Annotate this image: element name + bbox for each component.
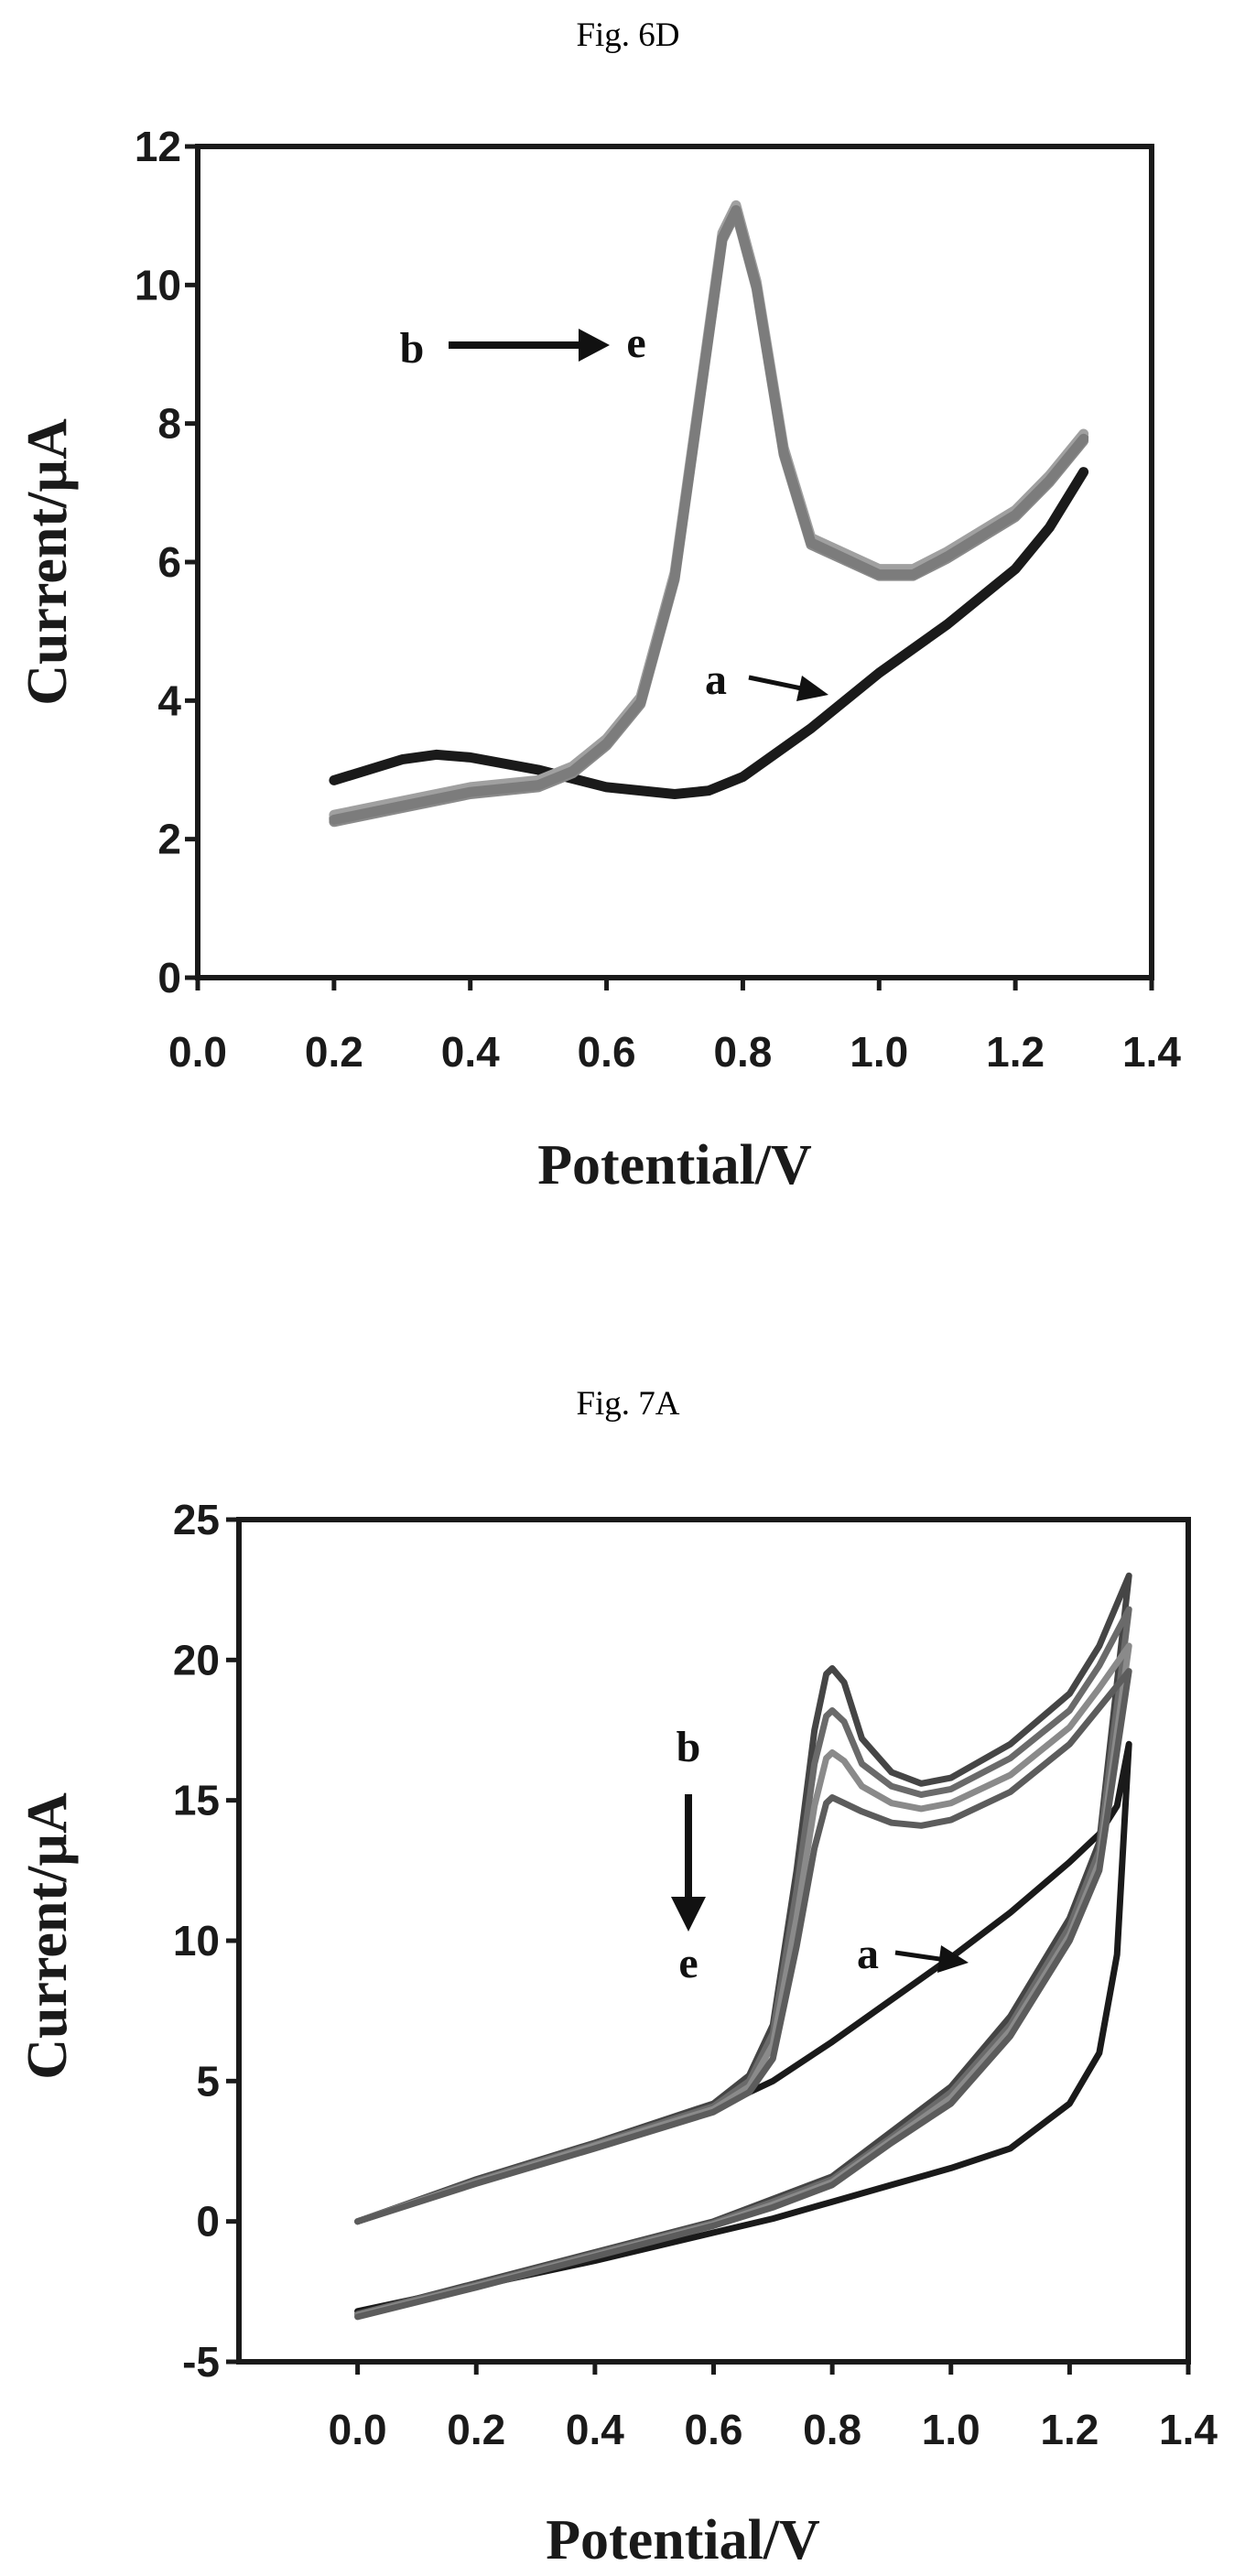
y-tick-label: 4 [157,676,181,724]
series-line-a [329,467,1089,799]
annotation-label-a: a [857,1930,879,1978]
y-tick-label: 0 [157,954,181,1001]
arrowhead [796,676,828,701]
figure-caption: Fig. 7A [576,1385,679,1423]
x-axis-ticks: 0.0 0.2 0.4 0.6 0.8 1.0 1.2 1.4 [329,2362,1218,2453]
x-tick-label: 1.4 [1122,1028,1181,1076]
series-line-e [354,1668,1132,2321]
y-tick-label: 20 [173,1636,220,1683]
figure-caption: Fig. 6D [576,16,679,54]
x-tick-label: 0.6 [578,1028,636,1076]
x-tick-label: 0.4 [441,1028,500,1076]
annotation-label-e: e [626,319,645,367]
series-line-a [354,1740,1132,2315]
x-axis-title: Potential/V [537,1134,812,1196]
x-tick-label: 1.4 [1159,2406,1218,2453]
series-line-b [354,1572,1132,2318]
series-layer [329,200,1089,828]
x-tick-label: 0.2 [305,1028,363,1076]
x-tick-label: 0.2 [447,2406,505,2453]
y-axis-title: Current/µA [16,1792,79,2080]
arrowhead [937,1945,969,1973]
y-tick-label: 8 [157,400,181,448]
annotation-label-e: e [678,1939,698,1987]
x-tick-label: 1.2 [986,1028,1045,1076]
annotation-a: a [705,655,828,704]
y-axis-ticks: -5 0 5 10 15 20 25 [173,1496,239,2386]
y-axis-ticks: 0 2 4 6 8 10 12 [135,123,198,1001]
y-tick-label: 2 [157,816,181,863]
annotation-b-to-e: b e [671,1723,706,1987]
y-tick-label: 12 [135,123,181,170]
y-tick-label: 6 [157,538,181,586]
x-tick-label: 1.2 [1040,2406,1099,2453]
chart-fig-7a: Fig. 7A 0.0 0.2 0.4 0.6 0.8 1.0 1.2 1.4 -5 0 5 10 1… [16,1385,1218,2571]
y-tick-label: 10 [173,1917,220,1964]
y-tick-label: 5 [196,2057,220,2105]
series-layer [354,1572,1132,2321]
x-tick-label: 0.8 [803,2406,861,2453]
y-tick-label: 0 [196,2198,220,2246]
x-tick-label: 1.0 [922,2406,980,2453]
arrowhead [671,1897,706,1932]
x-tick-label: 0.4 [566,2406,624,2453]
x-tick-label: 0.8 [713,1028,772,1076]
x-tick-label: 0.0 [168,1028,227,1076]
annotation-label-b: b [677,1723,701,1771]
y-tick-label: 15 [173,1777,220,1824]
x-axis-ticks: 0.0 0.2 0.4 0.6 0.8 1.0 1.2 1.4 [168,978,1181,1076]
arrowhead [579,329,610,362]
x-axis-title: Potential/V [546,2509,820,2571]
y-tick-label: 10 [135,261,181,308]
annotation-label-b: b [400,324,425,373]
y-tick-label: -5 [182,2338,220,2386]
x-tick-label: 1.0 [850,1028,908,1076]
series-line-e [329,205,1089,825]
annotation-label-a: a [705,655,727,704]
annotation-b-to-e: b e [400,319,646,373]
y-tick-label: 25 [173,1496,220,1543]
chart-fig-6d: Fig. 6D 0.0 0.2 0.4 0.6 0.8 1.0 1.2 1.4 0 2 4 6 8 10… [16,16,1181,1196]
y-axis-title: Current/µA [16,418,79,706]
x-tick-label: 0.6 [685,2406,743,2453]
annotation-a: a [857,1930,969,1978]
series-line-d [329,200,1089,820]
x-tick-label: 0.0 [329,2406,387,2453]
